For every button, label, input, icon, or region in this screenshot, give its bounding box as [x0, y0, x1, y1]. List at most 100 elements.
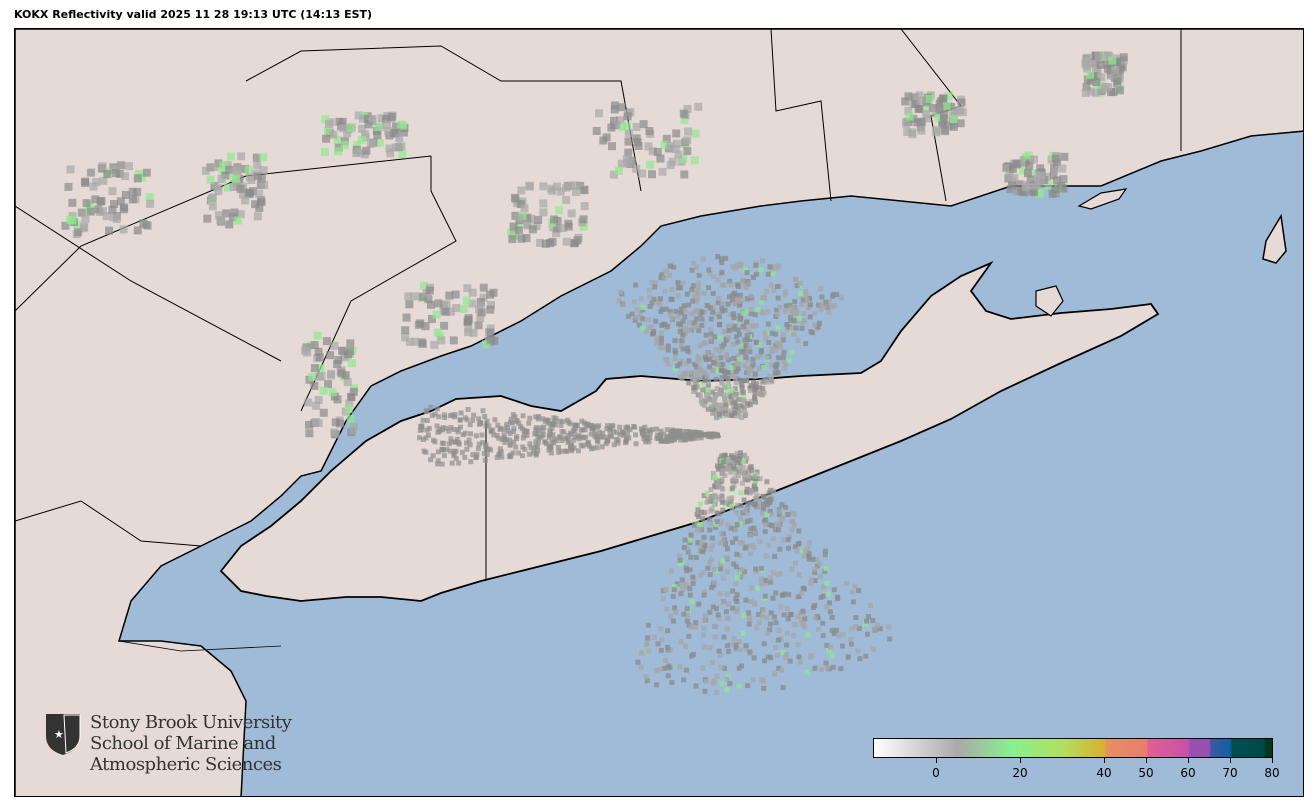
radar-cell — [720, 459, 726, 465]
radar-cell — [585, 421, 591, 427]
radar-cell — [786, 357, 792, 363]
radar-cell — [682, 371, 688, 377]
radar-cell — [819, 667, 825, 673]
radar-cell — [700, 256, 706, 262]
radar-cell — [736, 683, 742, 689]
radar-cell — [455, 427, 461, 433]
radar-cell — [695, 540, 701, 546]
radar-cell — [128, 195, 137, 204]
radar-cell — [724, 676, 730, 682]
radar-cell — [695, 285, 701, 291]
radar-cell — [632, 164, 641, 173]
radar-cell — [677, 561, 683, 567]
radar-cell — [414, 320, 423, 329]
radar-cell — [756, 385, 762, 391]
radar-cell — [646, 287, 652, 293]
radar-cell — [434, 423, 440, 429]
radar-cell — [710, 273, 716, 279]
radar-cell — [722, 384, 728, 390]
radar-cell — [689, 267, 695, 273]
radar-cell — [310, 381, 319, 390]
radar-cell — [806, 553, 812, 559]
radar-cell — [133, 187, 142, 196]
radar-cell — [429, 413, 435, 419]
radar-cell — [623, 425, 629, 431]
radar-cell — [1103, 51, 1112, 60]
radar-cell — [588, 422, 594, 428]
radar-cell — [770, 595, 776, 601]
radar-cell — [683, 565, 689, 571]
radar-cell — [758, 299, 764, 305]
radar-cell — [1050, 185, 1059, 194]
radar-cell — [675, 280, 681, 286]
radar-cell — [476, 416, 482, 422]
radar-cell — [752, 312, 758, 318]
radar-cell — [752, 371, 758, 377]
radar-cell — [755, 307, 761, 313]
radar-cell — [715, 483, 721, 489]
radar-cell — [800, 608, 806, 614]
radar-cell — [741, 345, 747, 351]
radar-cell — [752, 473, 758, 479]
radar-cell — [812, 615, 818, 621]
radar-cell — [725, 376, 731, 382]
radar-cell — [145, 193, 154, 202]
radar-cell — [571, 181, 580, 190]
radar-cell — [1036, 180, 1045, 189]
radar-cell — [216, 216, 225, 225]
radar-cell — [653, 280, 659, 286]
radar-map[interactable] — [14, 28, 1304, 797]
radar-cell — [715, 277, 721, 283]
radar-cell — [782, 289, 788, 295]
radar-cell — [723, 401, 729, 407]
radar-cell — [829, 627, 835, 633]
radar-cell — [696, 272, 702, 278]
radar-cell — [746, 621, 752, 627]
radar-cell — [447, 448, 453, 454]
radar-cell — [709, 535, 715, 541]
radar-cell — [729, 387, 735, 393]
radar-cell — [616, 116, 625, 125]
radar-cell — [688, 554, 694, 560]
radar-cell — [725, 546, 731, 552]
radar-cell — [663, 587, 669, 593]
radar-cell — [354, 111, 363, 120]
radar-cell — [821, 584, 827, 590]
radar-cell — [775, 311, 781, 317]
radar-cell — [1044, 180, 1053, 189]
radar-cell — [486, 324, 495, 333]
radar-cell — [717, 540, 723, 546]
radar-cell — [315, 353, 324, 362]
radar-cell — [765, 494, 771, 500]
radar-cell — [704, 373, 710, 379]
radar-cell — [745, 401, 751, 407]
radar-cell — [681, 611, 687, 617]
radar-cell — [714, 673, 720, 679]
radar-cell — [742, 545, 748, 551]
radar-cell — [479, 432, 485, 438]
radar-cell — [820, 620, 826, 626]
radar-cell — [420, 281, 429, 290]
radar-cell — [449, 439, 455, 445]
radar-cell — [796, 594, 802, 600]
radar-cell — [312, 401, 321, 410]
radar-cell — [642, 424, 648, 430]
radar-cell — [935, 99, 944, 108]
radar-cell — [806, 551, 812, 557]
radar-cell — [700, 549, 706, 555]
radar-cell — [746, 468, 752, 474]
radar-cell — [702, 398, 708, 404]
radar-cell — [732, 386, 738, 392]
radar-cell — [484, 451, 490, 457]
radar-cell — [397, 142, 406, 151]
radar-cell — [471, 412, 477, 418]
radar-cell — [595, 109, 604, 118]
radar-cell — [783, 504, 789, 510]
radar-cell — [776, 665, 782, 671]
radar-cell — [729, 264, 735, 270]
radar-cell — [733, 596, 739, 602]
radar-cell — [507, 437, 513, 443]
radar-cell — [634, 306, 640, 312]
radar-cell — [743, 308, 749, 314]
radar-cell — [691, 325, 697, 331]
